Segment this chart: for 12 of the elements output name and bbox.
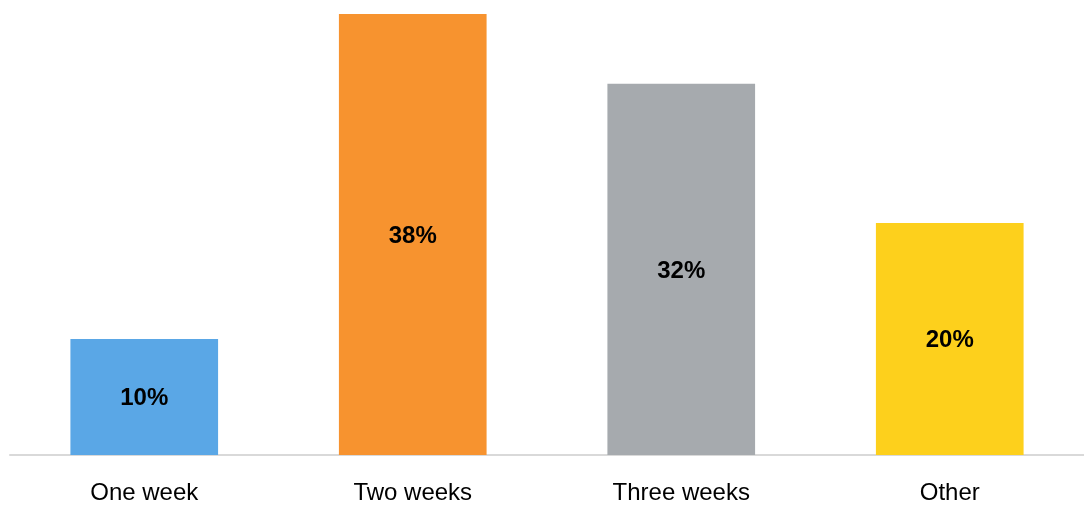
bar — [875, 222, 1024, 455]
bar — [338, 14, 487, 455]
bar — [70, 338, 219, 455]
data-label: 20% — [925, 325, 974, 353]
x-tick-label: One week — [90, 477, 200, 505]
bar — [607, 83, 756, 455]
data-label: 10% — [120, 383, 169, 411]
x-tick-label: Three weeks — [612, 477, 750, 505]
x-tick-label: Other — [919, 477, 980, 505]
x-tick-label: Two weeks — [353, 477, 473, 505]
data-label: 38% — [388, 221, 437, 248]
data-label: 32% — [657, 255, 706, 283]
